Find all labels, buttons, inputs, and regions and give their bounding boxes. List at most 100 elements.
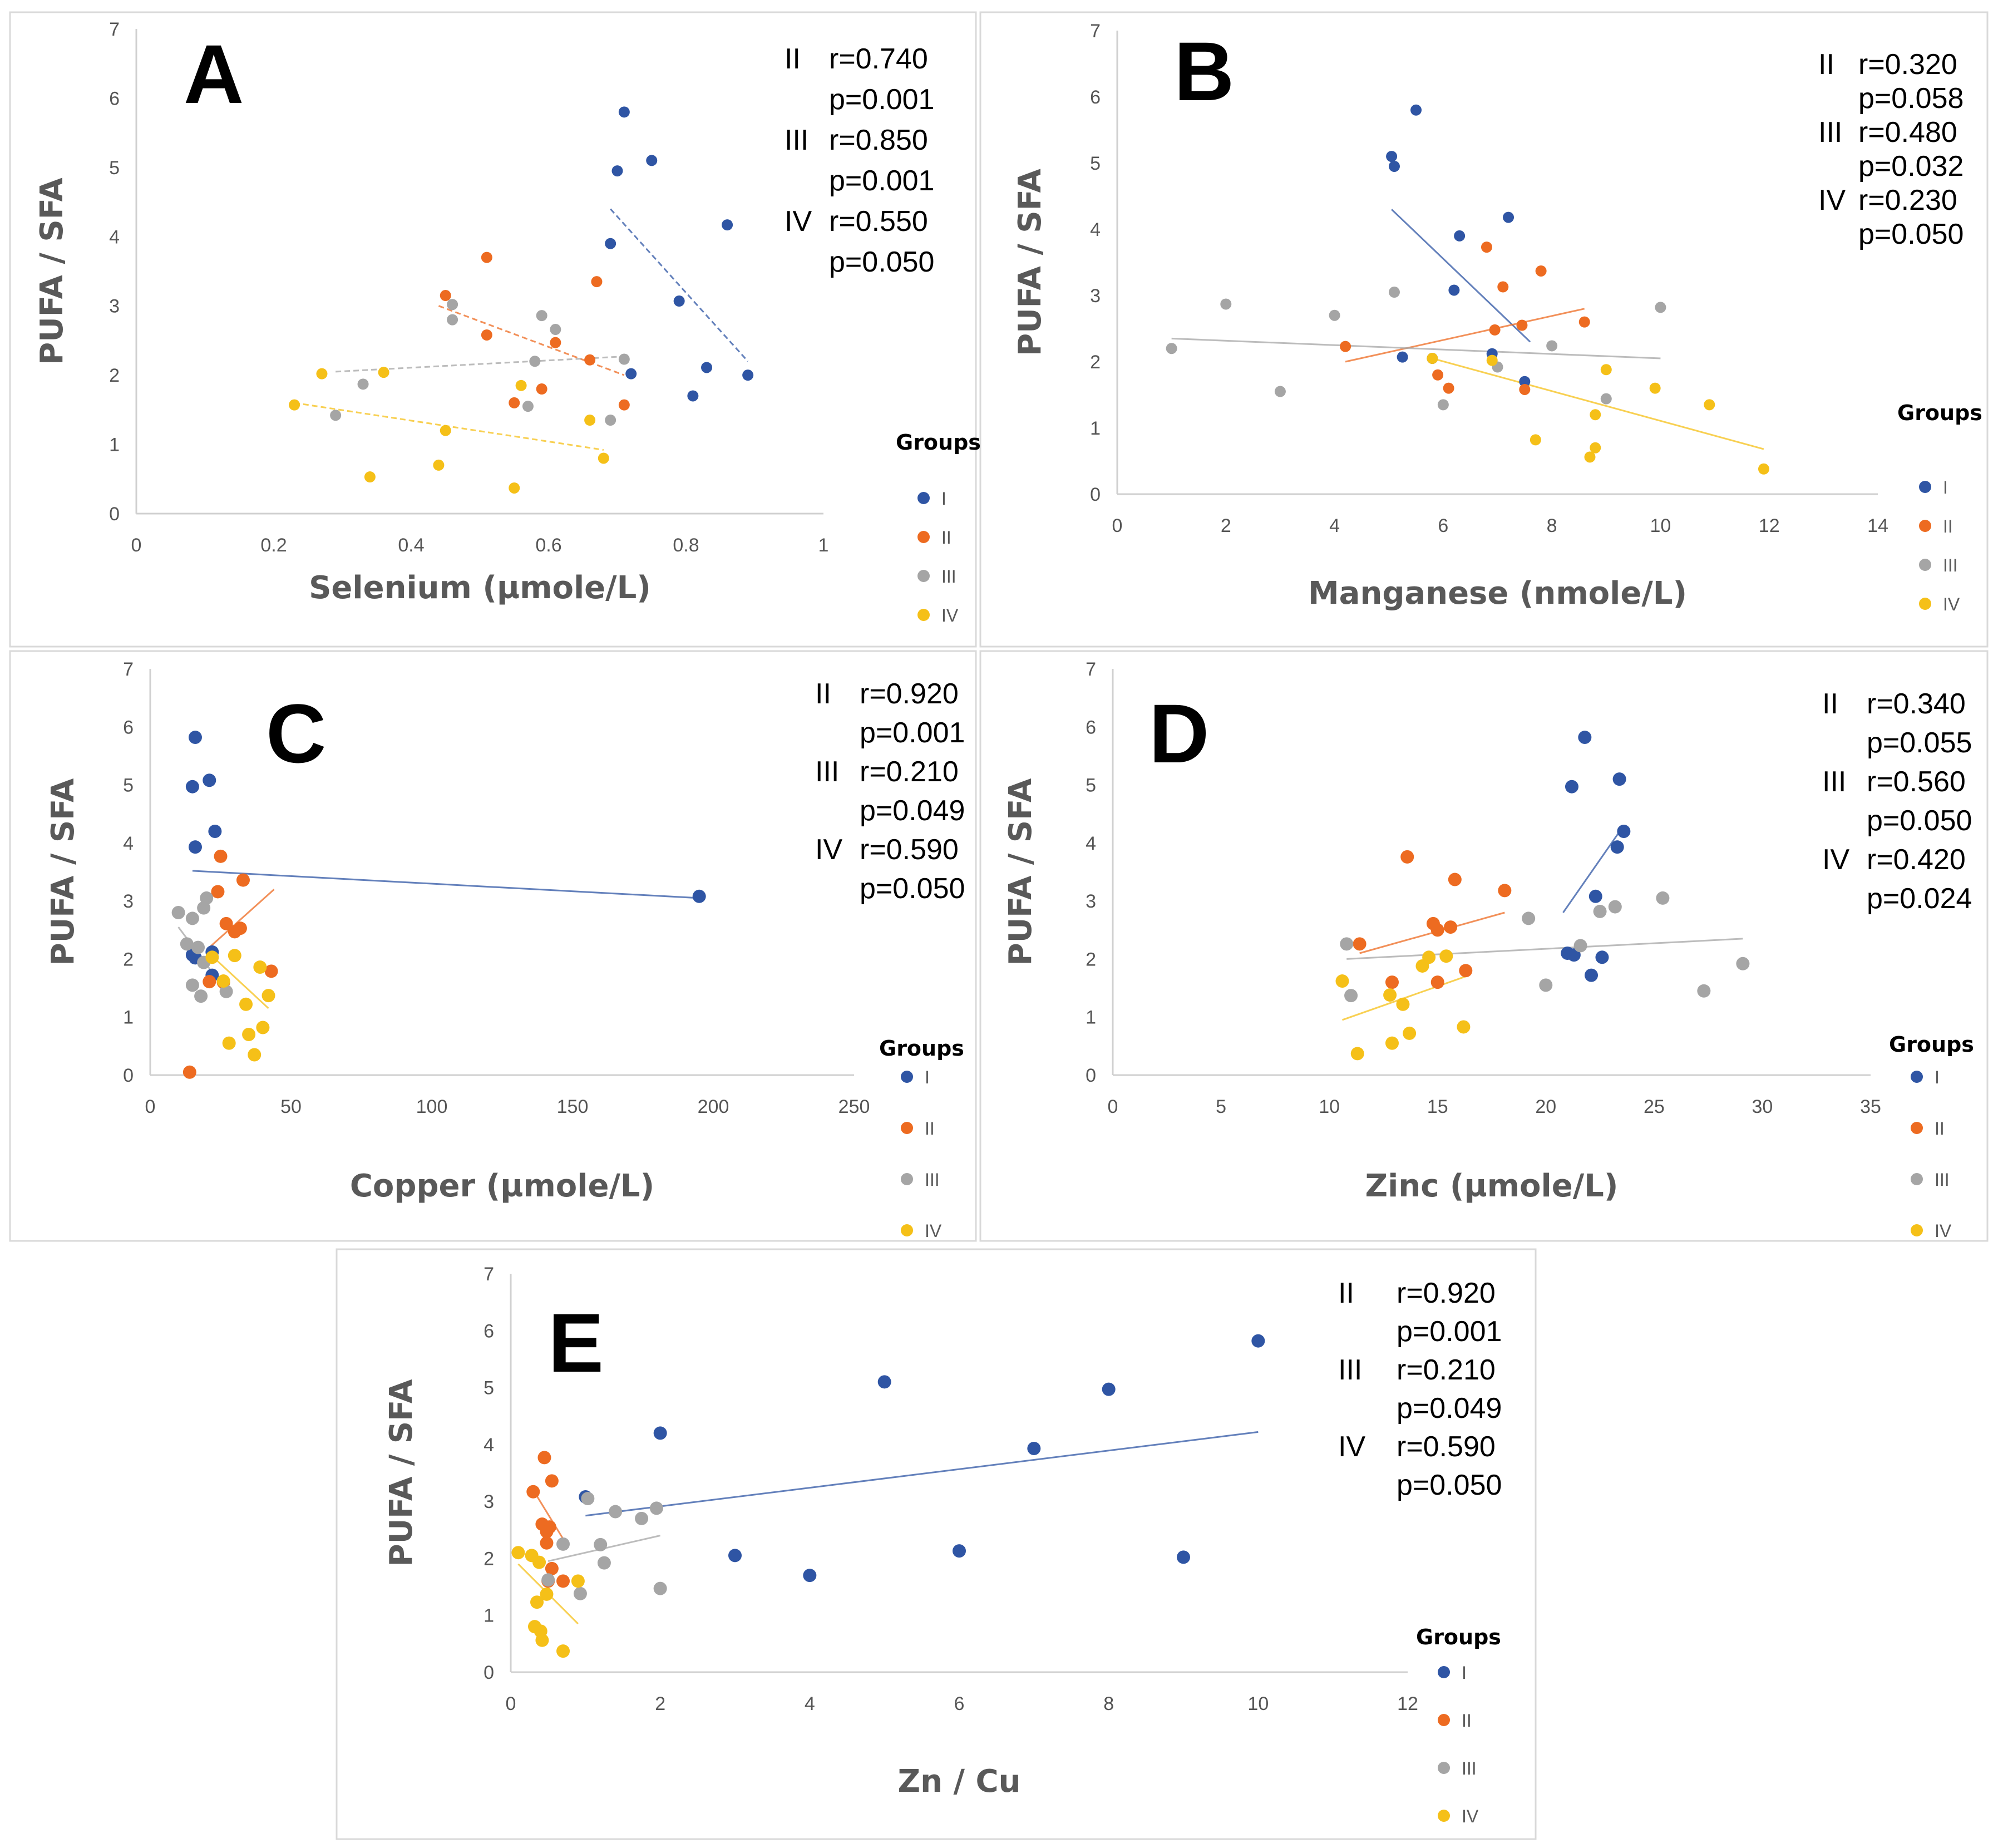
data-point-group-iii [556, 1537, 570, 1551]
y-tick-label: 0 [484, 1662, 494, 1683]
data-point-group-iii [635, 1511, 649, 1525]
data-point-group-iii [594, 1537, 608, 1551]
data-point-group-ii [1498, 884, 1512, 898]
panel-letter: C [266, 687, 326, 780]
data-point-group-iv [571, 1574, 585, 1588]
x-tick-label: 0 [145, 1096, 156, 1117]
data-point-group-iii [1329, 309, 1340, 321]
stat-r-value: r=0.420 [1867, 844, 1966, 876]
data-point-group-iii [1522, 911, 1536, 925]
data-point-group-iii [1600, 393, 1612, 405]
data-point-group-i [1027, 1442, 1041, 1456]
data-point-group-iv [1590, 442, 1601, 454]
data-point-group-iv [1584, 451, 1596, 463]
y-tick-label: 4 [123, 833, 134, 854]
data-point-group-iii [357, 378, 369, 390]
stat-group-label: III [815, 756, 839, 788]
data-point-group-i [1617, 825, 1631, 838]
data-point-group-iv [364, 471, 376, 483]
data-point-group-iv [289, 399, 300, 411]
data-point-group-ii [1519, 383, 1531, 395]
data-point-group-ii [1497, 281, 1509, 293]
legend-label: IV [925, 1221, 942, 1241]
y-tick-label: 5 [1090, 153, 1101, 174]
data-point-group-iii [618, 353, 630, 365]
data-point-group-i [701, 362, 713, 373]
data-point-group-iii [1655, 302, 1666, 313]
legend-label: IV [1943, 594, 1960, 614]
trend-line-group-i [1391, 209, 1531, 343]
stat-p-value: p=0.032 [1858, 150, 1964, 183]
panel-letter: D [1149, 687, 1209, 780]
data-point-group-iii [194, 989, 208, 1003]
data-point-group-iv [584, 415, 596, 426]
data-point-group-iv [1350, 1047, 1364, 1061]
stat-r-value: r=0.920 [860, 678, 959, 710]
legend-label: I [1943, 477, 1948, 497]
y-tick-label: 1 [1090, 418, 1101, 439]
data-point-group-iii [171, 906, 185, 919]
data-point-group-ii [214, 849, 228, 863]
legend-marker-group-iii [1919, 559, 1931, 571]
trend-line-group-i [1562, 825, 1625, 913]
stat-r-value: r=0.230 [1858, 184, 1957, 216]
trend-line-group-i [610, 208, 749, 362]
x-tick-label: 25 [1644, 1096, 1665, 1117]
data-point-group-iii [573, 1586, 587, 1600]
data-point-group-iv [1758, 463, 1769, 475]
y-tick-label: 4 [484, 1435, 494, 1456]
data-point-group-iii [581, 1492, 595, 1506]
data-point-group-iii [1344, 989, 1358, 1003]
trend-line-group-iii [1171, 337, 1661, 359]
stat-group-label: IV [1822, 844, 1849, 876]
legend-marker-group-i [1919, 481, 1931, 493]
data-point-group-iii [609, 1505, 623, 1519]
x-tick-label: 10 [1319, 1096, 1340, 1117]
y-tick-label: 6 [1090, 87, 1101, 108]
data-point-group-iv [1335, 974, 1349, 988]
data-point-group-i [1388, 160, 1400, 172]
data-point-group-i [1565, 780, 1578, 794]
legend-label: II [1462, 1711, 1472, 1731]
x-axis-title: Zn / Cu [898, 1763, 1021, 1800]
stat-p-value: p=0.050 [1858, 218, 1964, 250]
data-point-group-i [185, 780, 199, 794]
stat-group-label: III [785, 124, 808, 156]
data-point-group-iii [1573, 939, 1587, 953]
x-tick-label: 0 [131, 535, 142, 556]
y-tick-label: 1 [1086, 1007, 1096, 1028]
data-point-group-ii [1340, 341, 1351, 352]
stat-r-value: r=0.550 [829, 205, 928, 238]
legend-label: III [1943, 555, 1958, 575]
data-point-group-iii [1546, 340, 1558, 352]
data-point-group-iii [1539, 978, 1553, 992]
data-point-group-iii [185, 911, 199, 925]
data-point-group-iv [1385, 1036, 1399, 1050]
legend-label: II [1943, 516, 1953, 536]
data-point-group-iv [1396, 997, 1410, 1011]
data-point-group-i [1588, 889, 1602, 903]
x-tick-label: 200 [698, 1096, 729, 1117]
y-tick-label: 4 [1090, 219, 1101, 240]
data-point-group-iv [540, 1587, 554, 1601]
data-point-group-iv [205, 950, 219, 964]
data-point-group-iii [180, 937, 194, 951]
panel-letter: B [1174, 24, 1234, 118]
data-point-group-ii [211, 885, 225, 899]
data-point-group-i [1585, 968, 1599, 982]
data-point-group-iii [653, 1581, 667, 1595]
data-point-group-i [1102, 1382, 1116, 1396]
x-tick-label: 30 [1752, 1096, 1773, 1117]
stat-p-value: p=0.055 [1867, 727, 1972, 759]
x-tick-label: 250 [838, 1096, 870, 1117]
legend-label: IV [1462, 1806, 1479, 1826]
data-point-group-ii [481, 252, 492, 263]
y-tick-label: 6 [1086, 717, 1096, 738]
x-tick-label: 0.4 [398, 535, 424, 556]
y-tick-label: 3 [1090, 285, 1101, 307]
data-point-group-i [742, 369, 754, 381]
y-tick-label: 4 [1086, 833, 1096, 854]
data-point-group-iii [597, 1556, 611, 1570]
trend-line-group-iii [1346, 938, 1743, 960]
data-point-group-ii [1430, 975, 1444, 989]
